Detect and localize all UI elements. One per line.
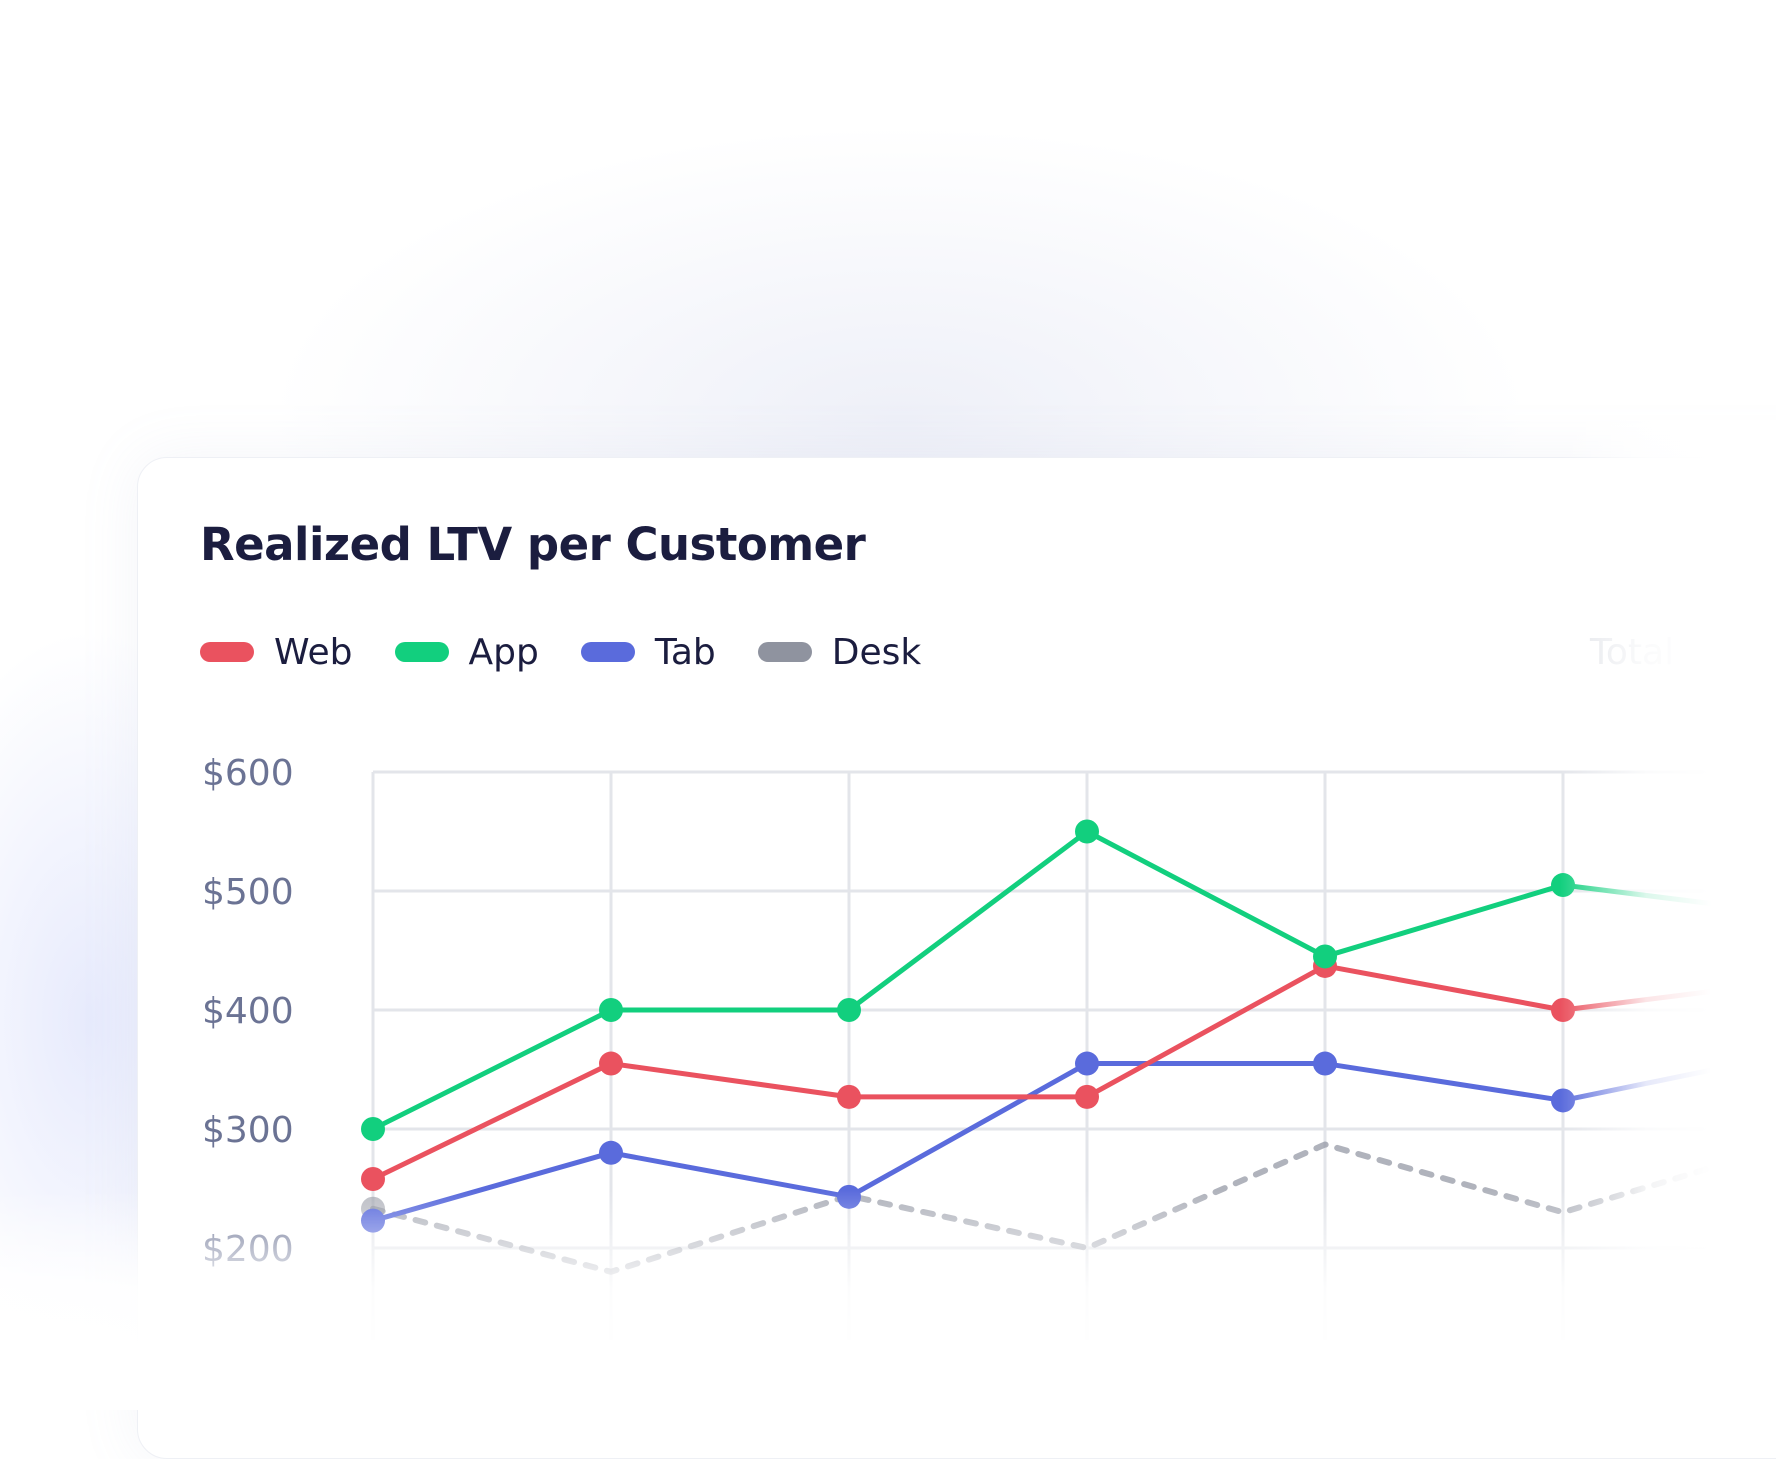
legend-swatch-app [394, 642, 449, 662]
legend-item-tab[interactable]: Tab [580, 631, 716, 673]
data-point-tab [1313, 1051, 1337, 1076]
data-point-web [361, 1166, 385, 1191]
legend-label-web: Web [274, 631, 353, 673]
chart-legend: Web App Tab Desk [200, 630, 963, 674]
data-point-web [1075, 1084, 1099, 1109]
data-point-app [1551, 873, 1575, 898]
data-point-app [1313, 944, 1337, 969]
legend-label-desk: Desk [831, 631, 922, 673]
y-tick-label: $400 [202, 991, 294, 1032]
legend-swatch-web [200, 642, 254, 662]
data-point-web [837, 1084, 861, 1109]
legend-swatch-desk [757, 642, 812, 662]
data-point-tab [1075, 1051, 1099, 1076]
data-point-app [361, 1117, 385, 1141]
data-point-tab [599, 1140, 623, 1165]
y-tick-label: $200 [202, 1229, 294, 1270]
y-tick-label: $600 [202, 753, 294, 794]
chart-title: Realized LTV per Customer [200, 518, 866, 571]
data-point-tab [837, 1184, 861, 1209]
legend-label-app: App [468, 631, 539, 673]
y-tick-label: $300 [202, 1110, 294, 1151]
legend-item-app[interactable]: App [394, 631, 539, 673]
legend-swatch-tab [580, 642, 635, 662]
data-point-app [599, 998, 623, 1022]
data-point-tab [1551, 1088, 1575, 1113]
line-chart: $600 $500 $400 $300 $200 [202, 753, 1776, 1340]
data-point-app [837, 998, 861, 1022]
legend-item-desk[interactable]: Desk [757, 631, 922, 673]
y-tick-label: $500 [202, 872, 294, 913]
data-point-web [599, 1051, 623, 1076]
data-point-web [1551, 998, 1575, 1022]
legend-item-web[interactable]: Web [200, 632, 353, 673]
legend-label-tab: Tab [654, 631, 716, 673]
data-point-tab [361, 1208, 385, 1233]
data-point-app [1075, 819, 1099, 844]
